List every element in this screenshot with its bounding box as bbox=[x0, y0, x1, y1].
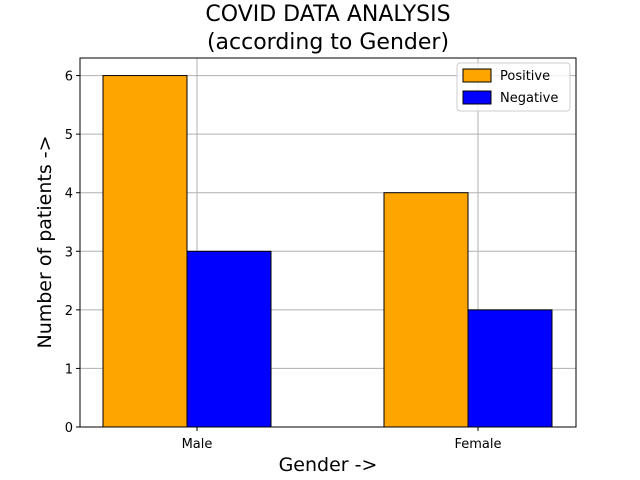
y-tick-label: 1 bbox=[65, 362, 73, 377]
plot-frame bbox=[79, 57, 577, 428]
legend-label-positive: Positive bbox=[500, 69, 550, 84]
y-tick-label: 6 bbox=[65, 70, 73, 85]
bar-positive-female bbox=[383, 192, 469, 428]
chart-subtitle: (according to Gender) bbox=[207, 30, 449, 55]
legend-label-negative: Negative bbox=[500, 91, 558, 106]
legend-swatch-positive bbox=[462, 68, 492, 83]
bar-positive-male bbox=[102, 75, 188, 428]
y-axis-label: Number of patients -> bbox=[34, 135, 56, 348]
x-axis-ticks: Male Female bbox=[182, 427, 502, 452]
y-tick-label: 3 bbox=[65, 245, 73, 260]
bar-negative-male bbox=[186, 250, 272, 428]
y-tick-label: 0 bbox=[65, 421, 73, 436]
x-tick-label: Female bbox=[454, 437, 501, 452]
legend: Positive Negative bbox=[456, 62, 571, 112]
y-tick-label: 4 bbox=[65, 187, 73, 202]
chart-title: COVID DATA ANALYSIS bbox=[205, 2, 450, 27]
x-axis-label: Gender -> bbox=[279, 454, 378, 476]
bar-negative-female bbox=[467, 309, 553, 428]
legend-swatch-negative bbox=[462, 90, 492, 105]
y-tick-label: 2 bbox=[65, 304, 73, 319]
x-tick-label: Male bbox=[182, 437, 213, 452]
y-tick-label: 5 bbox=[65, 128, 73, 143]
bars bbox=[102, 75, 553, 428]
y-axis-ticks: 0 1 2 3 4 5 6 bbox=[65, 70, 80, 436]
